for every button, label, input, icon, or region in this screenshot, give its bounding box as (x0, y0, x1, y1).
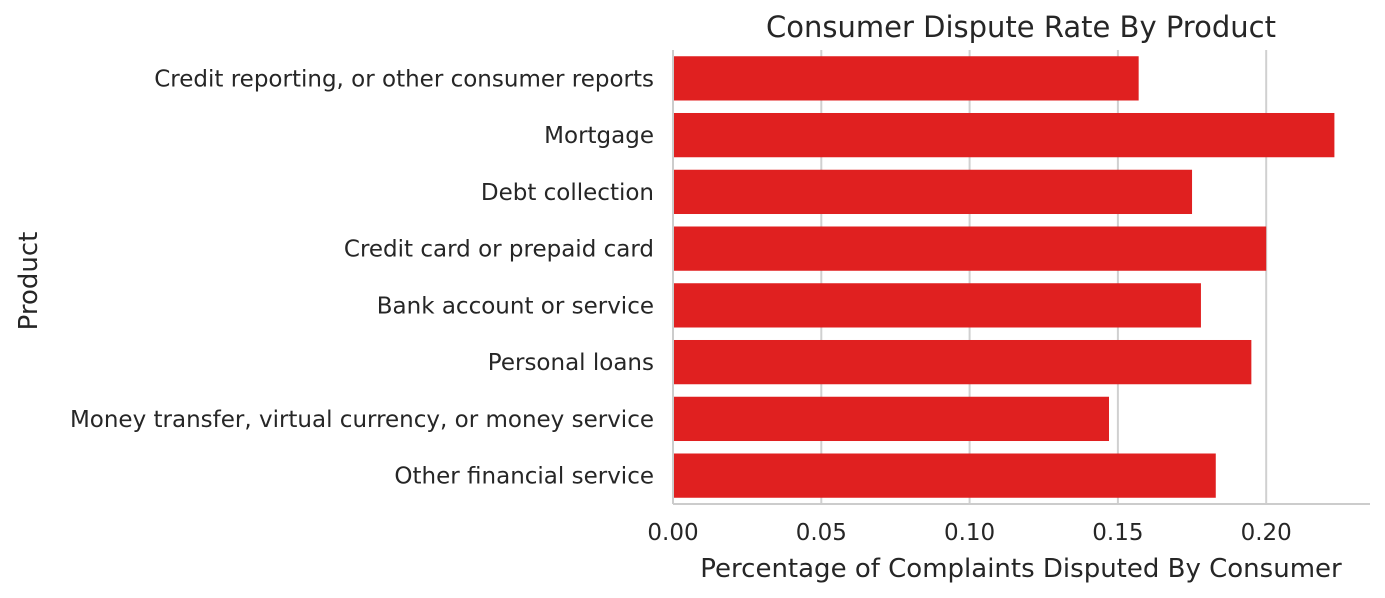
bar (673, 112, 1335, 158)
y-tick-label: Mortgage (544, 123, 654, 149)
x-tick-label: 0.20 (1241, 520, 1292, 546)
x-tick-label: 0.10 (944, 520, 995, 546)
bar (673, 283, 1201, 328)
bars (673, 56, 1335, 498)
y-tick-label: Other financial service (394, 464, 654, 490)
bar (673, 396, 1109, 442)
x-tick-label: 0.05 (796, 520, 847, 546)
bar (673, 56, 1139, 101)
x-tick-label: 0.15 (1092, 520, 1143, 546)
bar (673, 453, 1216, 498)
x-axis-title: Percentage of Complaints Disputed By Con… (700, 554, 1342, 584)
x-tick-label: 0.00 (647, 520, 698, 546)
y-tick-label: Credit card or prepaid card (344, 237, 654, 263)
chart-title: Consumer Dispute Rate By Product (766, 10, 1276, 44)
y-tick-label: Bank account or service (377, 293, 654, 319)
y-axis-title: Product (14, 232, 44, 331)
x-tick-labels: 0.00 0.05 0.10 0.15 0.20 (647, 520, 1291, 546)
y-tick-label: Credit reporting, or other consumer repo… (154, 66, 654, 92)
y-tick-label: Money transfer, virtual currency, or mon… (70, 407, 654, 433)
y-tick-label: Debt collection (481, 180, 654, 206)
bar (673, 169, 1193, 215)
bar (673, 339, 1252, 385)
bar (673, 226, 1267, 271)
y-tick-labels: Credit reporting, or other consumer repo… (70, 66, 654, 489)
y-tick-label: Personal loans (488, 350, 654, 376)
